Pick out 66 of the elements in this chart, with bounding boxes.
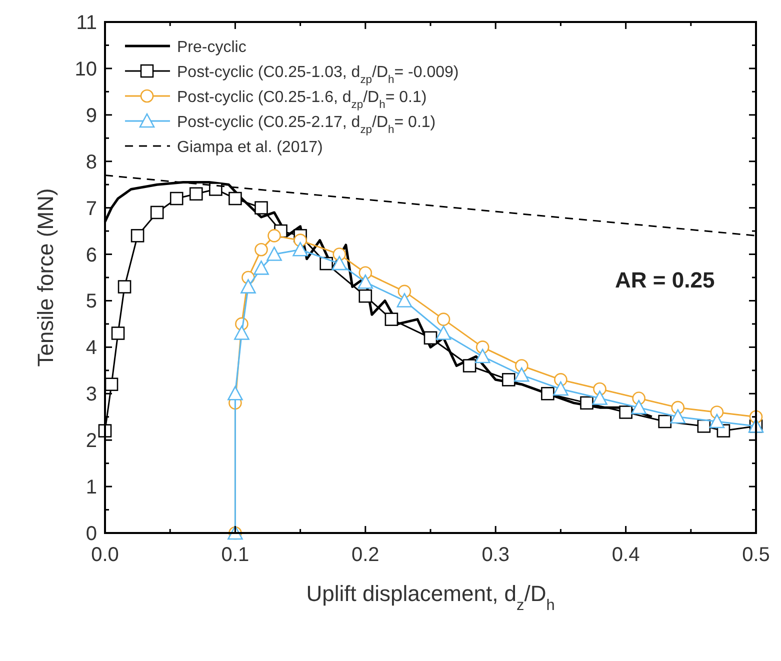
point (658, 414, 672, 428)
legend-label: Pre-cyclic (177, 39, 246, 56)
point (553, 381, 568, 396)
y-tick-label: 10 (74, 58, 97, 80)
point (384, 312, 398, 326)
y-tick-label: 11 (76, 12, 97, 34)
point (150, 206, 164, 220)
point (424, 331, 438, 345)
point (462, 359, 476, 372)
legend-label: Post-cyclic (C0.25-2.17, d$_{zp}$/D$_{h}$= 0.1) (177, 114, 436, 136)
legend-label: Giampa et al. (2017) (177, 139, 323, 156)
y-axis-title: Tensile force (MN) (33, 188, 58, 367)
x-tick-label: 0.5 (742, 544, 770, 566)
x-tick-label: 0.3 (482, 544, 510, 566)
point (234, 326, 250, 340)
point (358, 289, 372, 303)
y-tick-label: 3 (86, 384, 97, 406)
point (502, 373, 516, 386)
point (541, 386, 554, 400)
legend-label: Post-cyclic (C0.25-1.03, d$_{zp}$/D$_{h}$= -0.009) (177, 64, 459, 86)
point (111, 326, 125, 340)
point (514, 367, 530, 382)
point (670, 409, 686, 424)
point (396, 293, 412, 308)
y-tick-label: 1 (86, 476, 97, 499)
x-axis-title: Uplift displacement, d$_{z}$/D$_{h}$ (306, 581, 555, 614)
point (189, 187, 203, 201)
point (209, 182, 222, 196)
point (436, 326, 452, 340)
point (631, 400, 646, 414)
legend-label: Post-cyclic (C0.25-1.6, d$_{zp}$/D$_{h}$= 0.1) (177, 89, 427, 111)
y-tick-label: 8 (86, 151, 97, 174)
y-tick-label: 4 (86, 337, 97, 360)
point (254, 201, 268, 214)
annotation: AR = 0.25 (615, 268, 715, 293)
y-tick-label: 0 (86, 523, 97, 545)
point (228, 192, 242, 206)
x-tick-label: 0.2 (351, 544, 380, 566)
y-tick-label: 9 (86, 104, 97, 127)
point (697, 420, 711, 433)
point (474, 348, 490, 364)
y-tick-label: 7 (86, 198, 97, 220)
point (170, 192, 184, 206)
y-tick-label: 6 (86, 244, 97, 266)
point (709, 414, 725, 428)
point (358, 274, 374, 289)
point (130, 229, 144, 242)
x-tick-label: 0.0 (91, 544, 119, 566)
point (332, 256, 348, 270)
point (292, 242, 308, 256)
point (254, 242, 268, 256)
point (228, 386, 243, 400)
point (619, 406, 632, 419)
point (592, 390, 608, 405)
point (254, 260, 269, 275)
point (104, 378, 118, 391)
point (240, 279, 256, 294)
x-tick-label: 0.1 (221, 544, 250, 566)
point (268, 229, 281, 242)
y-tick-label: 5 (86, 290, 97, 313)
x-tick-label: 0.4 (612, 544, 640, 566)
point (118, 280, 132, 294)
point (580, 396, 594, 410)
y-tick-label: 2 (86, 430, 97, 452)
point (266, 246, 282, 261)
point (436, 312, 450, 326)
